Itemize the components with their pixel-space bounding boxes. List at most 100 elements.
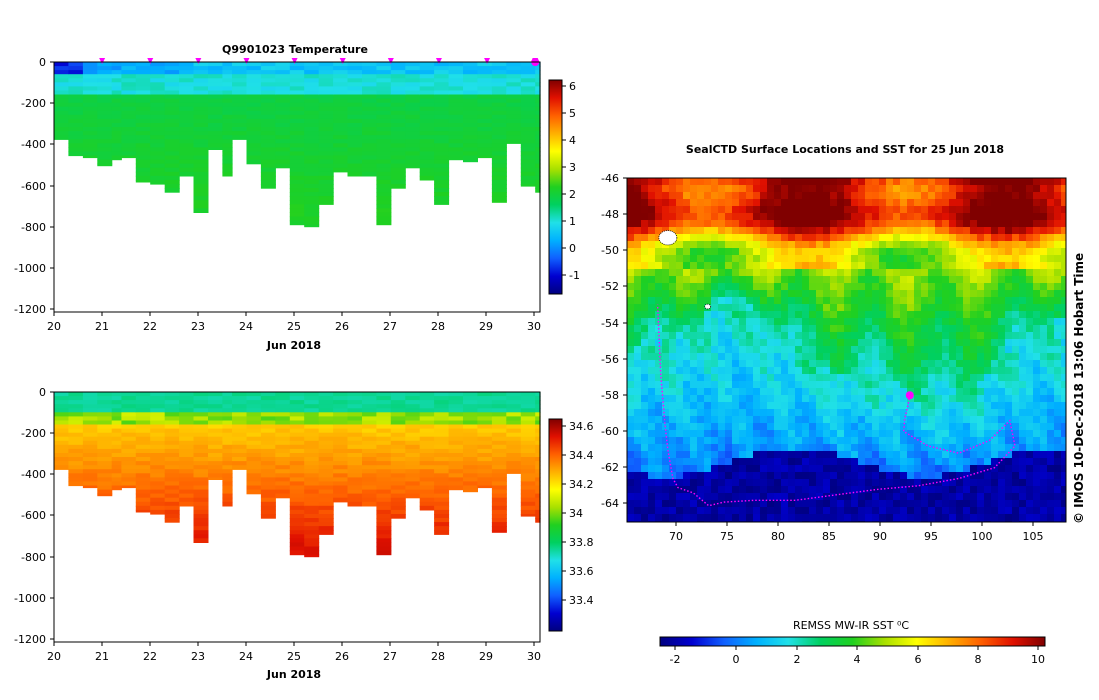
sst-cell (844, 283, 851, 290)
sst-cell (718, 220, 725, 227)
profile-cell (318, 522, 334, 527)
sst-cell (767, 297, 774, 304)
profile-cell (111, 477, 122, 483)
profile-cell (419, 457, 435, 462)
sst-cell (984, 199, 991, 206)
sst-cell (1005, 339, 1012, 346)
sst-cell (662, 339, 669, 346)
sst-cell (872, 444, 879, 451)
profile-cell (222, 404, 233, 409)
sst-cell (655, 178, 662, 185)
sst-cell (690, 318, 697, 325)
sst-cell (858, 409, 865, 416)
profile-cell (82, 74, 98, 79)
sst-cell (837, 437, 844, 444)
profile-cell (150, 412, 166, 417)
sst-cell (662, 444, 669, 451)
profile-cell (318, 485, 334, 491)
sst-cell (928, 360, 935, 367)
sst-cell (1005, 360, 1012, 367)
sst-cell (984, 402, 991, 409)
sst-cell (1040, 360, 1047, 367)
sst-cell (963, 234, 970, 241)
sst-cell (662, 409, 669, 416)
sst-cell (809, 451, 816, 458)
sst-cell (711, 332, 718, 339)
sst-cell (788, 360, 795, 367)
profile-cell (477, 473, 493, 478)
profile-cell (463, 477, 478, 483)
profile-cell (304, 184, 320, 189)
profile-cell (535, 473, 541, 478)
profile-cell (491, 151, 507, 157)
profile-cell (463, 70, 478, 75)
sst-cell (1019, 346, 1026, 353)
profile-cell (275, 139, 291, 144)
sst-cell (711, 318, 718, 325)
sst-cell (914, 374, 921, 381)
sst-cell (690, 234, 697, 241)
profile-cell (121, 404, 137, 409)
profile-cell (275, 440, 291, 446)
sst-cell (704, 199, 711, 206)
sst-cell (921, 276, 928, 283)
profile-cell (477, 457, 493, 462)
profile-cell (347, 465, 363, 470)
profile-cell (318, 428, 334, 434)
sst-cell (830, 220, 837, 227)
sst-cell (732, 500, 739, 507)
profile-cell (535, 78, 541, 83)
profile-cell (260, 127, 276, 132)
profile-cell (260, 396, 276, 401)
sst-cell (851, 472, 858, 479)
profile-cell (520, 453, 536, 458)
profile-cell (193, 74, 209, 79)
sst-cell (949, 318, 956, 325)
sst-cell (879, 269, 886, 276)
profile-cell (434, 453, 450, 458)
profile-cell (289, 497, 305, 503)
profile-cell (135, 436, 151, 442)
sst-cell (823, 451, 830, 458)
sst-cell (823, 325, 830, 332)
sst-cell (844, 297, 851, 304)
sst-cell (662, 500, 669, 507)
profile-cell (260, 62, 276, 67)
sst-cell (767, 269, 774, 276)
profile-cell (82, 118, 98, 124)
sst-cell (928, 318, 935, 325)
sst-cell (739, 220, 746, 227)
profile-cell (222, 400, 233, 405)
sst-cell (788, 241, 795, 248)
profile-cell (275, 110, 291, 116)
sst-cell (830, 297, 837, 304)
sst-cell (725, 451, 732, 458)
profile-cell (491, 481, 507, 487)
sst-cell (837, 178, 844, 185)
profile-cell (260, 159, 276, 165)
sst-cell (914, 486, 921, 493)
profile-cell (333, 167, 349, 173)
profile-cell (362, 151, 377, 157)
profile-cell (318, 493, 334, 499)
sst-cell (816, 409, 823, 416)
sst-cell (1061, 409, 1066, 416)
sst-cell (767, 262, 774, 269)
profile-cell (179, 392, 195, 397)
profile-cell (164, 78, 180, 83)
profile-cell (304, 196, 320, 201)
profile-cell (121, 457, 137, 462)
profile-cell (506, 118, 522, 124)
sst-cell (991, 206, 998, 213)
profile-cell (318, 127, 334, 132)
sst-cell (760, 402, 767, 409)
sst-cell (746, 199, 753, 206)
profile-cell (82, 469, 98, 474)
profile-cell (304, 200, 320, 205)
sst-cell (648, 430, 655, 437)
profile-cell (535, 90, 541, 96)
profile-cell (111, 473, 122, 478)
sst-cell (837, 423, 844, 430)
profile-cell (448, 110, 464, 116)
profile-cell (304, 94, 320, 100)
